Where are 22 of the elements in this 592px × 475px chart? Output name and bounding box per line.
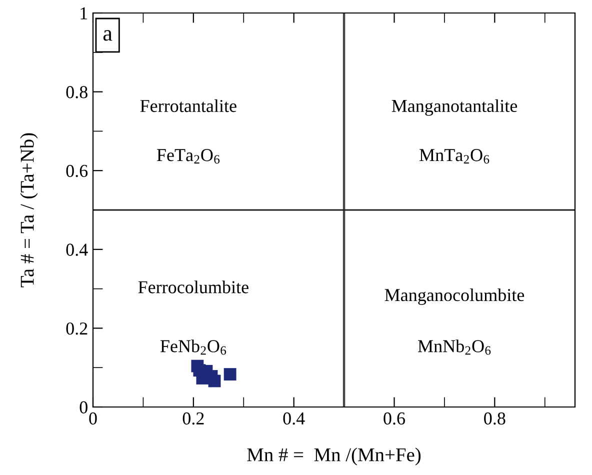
y-tick-label: 0.4 bbox=[66, 244, 88, 256]
x-tick-label: 0.2 bbox=[182, 412, 204, 425]
x-tick-label: 0.6 bbox=[384, 412, 405, 425]
x-tick-label: 0.4 bbox=[283, 412, 305, 425]
y-tick-label: 0 bbox=[80, 401, 88, 414]
y-axis-title: Ta # = Ta / (Ta+Nb) bbox=[20, 133, 38, 288]
annotation: Ferrocolumbite bbox=[138, 280, 248, 294]
y-tick-label: 0.6 bbox=[66, 164, 88, 178]
annotation: MnTa$_{2}$O$_{6}$ bbox=[420, 149, 490, 164]
annotation: MnNb$_{2}$O$_{6}$ bbox=[418, 340, 491, 355]
annotation: Ferrotantalite bbox=[140, 99, 236, 112]
x-tick-label: 0 bbox=[89, 412, 97, 425]
annotation: Manganotantalite bbox=[392, 99, 518, 116]
annotation: FeNb$_{2}$O$_{6}$ bbox=[160, 340, 226, 355]
y-tick-label: 0.8 bbox=[66, 86, 88, 98]
x-axis-title: Mn # = Mn /(Mn+Fe) bbox=[247, 448, 421, 466]
annotation: Manganocolumbite bbox=[384, 288, 524, 305]
x-tick-label: 0.8 bbox=[484, 412, 506, 425]
annotation: FeTa$_{2}$O$_{6}$ bbox=[156, 149, 220, 164]
y-tick-label: 0.2 bbox=[66, 322, 88, 335]
y-tick-label: 1 bbox=[80, 7, 88, 20]
annotation: a bbox=[103, 30, 112, 41]
